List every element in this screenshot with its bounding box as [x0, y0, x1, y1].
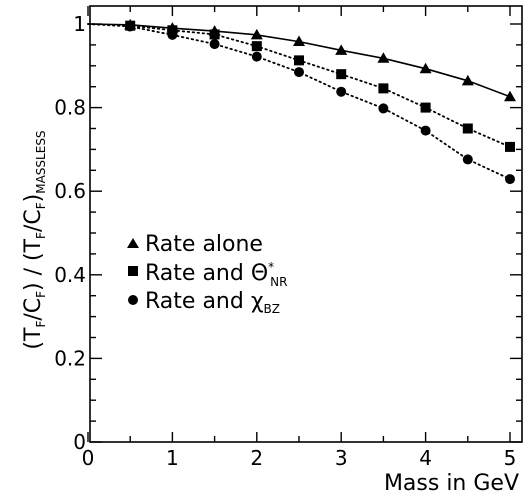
y-axis-title: (TF/CF) / (TF/CF)MASSLESS: [21, 130, 48, 349]
series-circle: [87, 21, 515, 185]
data-point-square: [209, 29, 220, 40]
tick-marks: [87, 6, 522, 443]
data-point-square: [462, 123, 473, 134]
data-point-circle: [336, 86, 347, 97]
x-tick-label: 4: [419, 446, 432, 470]
x-tick-label: 1: [166, 446, 179, 470]
data-point-circle: [505, 174, 515, 185]
legend: Rate alone Rate and Θ* NR Rate and χBZ: [127, 232, 287, 316]
data-point-square: [251, 41, 262, 52]
data-point-circle: [251, 51, 262, 62]
x-tick-label: 5: [504, 446, 517, 470]
data-point-triangle: [335, 44, 348, 55]
axes: 0 1 2 3 4 5 0 0.2 0.4 0.6 0.8 1: [54, 5, 523, 470]
data-point-triangle: [377, 52, 390, 63]
legend-label-rate-and-chi: Rate and χBZ: [145, 289, 280, 316]
legend-marker-triangle: [127, 238, 139, 248]
legend-marker-square: [128, 266, 138, 276]
data-point-triangle: [250, 28, 263, 40]
data-point-circle: [462, 154, 473, 165]
x-tick-label: 0: [82, 446, 95, 470]
y-tick-label: 0.4: [54, 263, 86, 287]
data-point-triangle: [419, 62, 432, 74]
y-tick-label: 0.2: [54, 346, 86, 370]
data-point-circle: [420, 125, 431, 136]
data-point-square: [336, 69, 347, 80]
data-point-circle: [125, 21, 136, 32]
data-point-circle: [167, 29, 178, 40]
plot-frame: [89, 5, 523, 443]
legend-label-rate-alone: Rate alone: [145, 232, 263, 257]
y-tick-label: 0: [73, 430, 86, 454]
legend-marker-circle: [128, 295, 138, 305]
x-tick-label: 2: [250, 446, 263, 470]
data-point-triangle: [293, 35, 305, 47]
data-point-square: [420, 102, 431, 113]
data-point-circle: [378, 103, 389, 114]
y-tick-label: 0.6: [54, 179, 86, 203]
y-tick-label: 0.8: [54, 96, 86, 120]
data-point-square: [294, 55, 304, 66]
data-point-square: [505, 141, 515, 152]
legend-label-rate-and-theta: Rate and Θ* NR: [145, 260, 287, 289]
data-point-circle: [209, 39, 220, 50]
data-point-triangle: [461, 74, 474, 86]
y-tick-label: 1: [73, 12, 86, 36]
data-point-circle: [294, 67, 304, 78]
data-point-triangle: [504, 90, 516, 102]
series-line: [87, 23, 511, 181]
x-tick-label: 3: [335, 446, 348, 470]
data-point-square: [378, 83, 389, 94]
data-series: [87, 18, 516, 185]
x-axis-title: Mass in GeV: [384, 471, 519, 496]
